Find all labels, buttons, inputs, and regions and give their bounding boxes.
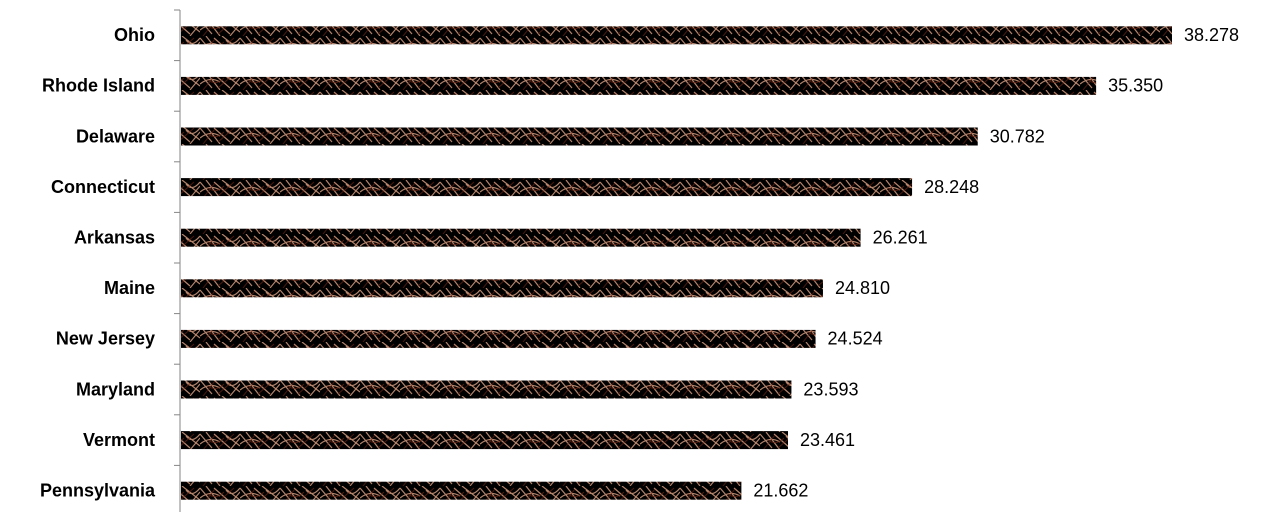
category-label: Connecticut xyxy=(51,177,155,197)
bar xyxy=(181,279,823,298)
bar xyxy=(181,127,978,146)
category-label: Delaware xyxy=(76,126,155,146)
value-label: 24.524 xyxy=(828,329,883,349)
category-label: New Jersey xyxy=(56,329,155,349)
category-label: Pennsylvania xyxy=(40,480,156,500)
value-label: 24.810 xyxy=(835,278,890,298)
value-label: 26.261 xyxy=(873,227,928,247)
value-label: 21.662 xyxy=(753,480,808,500)
category-label: Ohio xyxy=(114,25,155,45)
bar xyxy=(181,329,816,348)
bar xyxy=(181,76,1097,95)
category-label: Rhode Island xyxy=(42,76,155,96)
value-label: 23.461 xyxy=(800,430,855,450)
bar xyxy=(181,228,861,247)
value-label: 38.278 xyxy=(1184,25,1239,45)
value-label: 35.350 xyxy=(1108,76,1163,96)
value-label: 28.248 xyxy=(924,177,979,197)
bar xyxy=(181,431,789,450)
bar xyxy=(181,178,913,197)
category-label: Vermont xyxy=(83,430,155,450)
bar xyxy=(181,481,742,500)
value-label: 23.593 xyxy=(803,379,858,399)
value-label: 30.782 xyxy=(990,126,1045,146)
category-label: Maryland xyxy=(76,379,155,399)
category-label: Arkansas xyxy=(74,227,155,247)
category-label: Maine xyxy=(104,278,155,298)
bar xyxy=(181,26,1172,45)
plot-area: Ohio 38.278 Rhode Island 35.350 Delaware 30.7… xyxy=(40,9,1239,500)
bar xyxy=(181,380,792,399)
